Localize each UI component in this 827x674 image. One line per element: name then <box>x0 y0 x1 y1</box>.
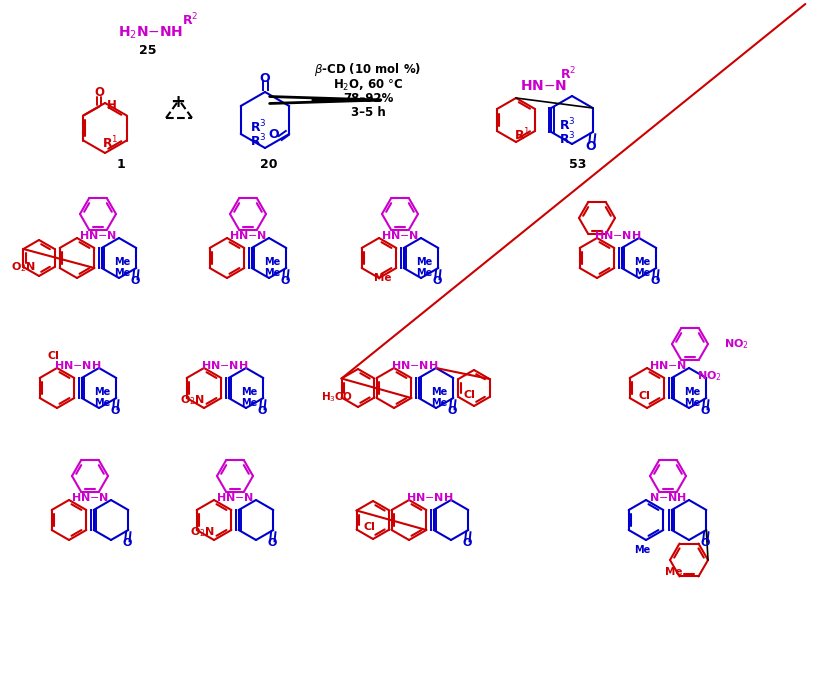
Text: HN$-$NH: HN$-$NH <box>55 359 102 371</box>
Text: R$^2$: R$^2$ <box>182 11 198 28</box>
Text: O: O <box>586 140 596 152</box>
Text: H$_2$N$-$NH: H$_2$N$-$NH <box>118 25 184 41</box>
Text: Me: Me <box>264 257 280 267</box>
Text: O: O <box>447 406 457 416</box>
Text: O: O <box>260 71 270 84</box>
Text: R$^3$: R$^3$ <box>251 119 267 135</box>
Text: Me: Me <box>416 268 432 278</box>
Text: N$-$NH: N$-$NH <box>649 491 687 503</box>
Text: NO$_2$: NO$_2$ <box>724 337 749 351</box>
Text: Cl: Cl <box>364 522 375 532</box>
Text: HN$-$N: HN$-$N <box>520 79 567 93</box>
Text: H$_3$CO: H$_3$CO <box>321 391 352 404</box>
Text: R$^3$: R$^3$ <box>559 131 576 148</box>
Text: Me: Me <box>665 567 683 577</box>
Text: O: O <box>280 276 290 286</box>
Text: Me: Me <box>416 257 432 267</box>
Text: O: O <box>433 276 442 286</box>
Text: 20: 20 <box>261 158 278 171</box>
Text: Me: Me <box>93 387 110 397</box>
Text: HN$-$N: HN$-$N <box>71 491 109 503</box>
Text: HN$-$NH: HN$-$NH <box>201 359 249 371</box>
Text: O: O <box>122 538 132 548</box>
Text: 1: 1 <box>117 158 126 171</box>
Text: 78–92%: 78–92% <box>343 92 393 106</box>
Text: O$_2$N: O$_2$N <box>180 393 205 407</box>
Text: HN$-$NH: HN$-$NH <box>406 491 454 503</box>
Text: 3–5 h: 3–5 h <box>351 106 385 119</box>
Text: Me: Me <box>633 545 650 555</box>
Text: HN$-$N: HN$-$N <box>79 229 117 241</box>
Text: $\beta$-CD (10 mol %): $\beta$-CD (10 mol %) <box>314 61 422 78</box>
Text: H$_2$O, 60 $\degree$C: H$_2$O, 60 $\degree$C <box>332 78 404 92</box>
Text: NO$_2$: NO$_2$ <box>697 369 723 383</box>
Text: Me: Me <box>113 268 130 278</box>
Text: Cl: Cl <box>464 390 476 400</box>
Text: Me: Me <box>264 268 280 278</box>
Text: Me: Me <box>431 387 447 397</box>
Text: O: O <box>94 86 104 99</box>
Text: O: O <box>700 406 710 416</box>
Text: Me: Me <box>684 387 700 397</box>
Text: O: O <box>651 276 660 286</box>
Text: R$^2$: R$^2$ <box>560 65 576 82</box>
Text: HN$-$N: HN$-$N <box>216 491 254 503</box>
Text: R$^3$: R$^3$ <box>559 117 576 133</box>
Text: Me: Me <box>684 398 700 408</box>
Text: HN$-$N: HN$-$N <box>381 229 419 241</box>
Text: O$_2$N: O$_2$N <box>190 525 215 539</box>
Text: HN$-$N: HN$-$N <box>649 359 687 371</box>
Text: Me: Me <box>633 257 650 267</box>
Text: O: O <box>268 127 279 140</box>
Text: 25: 25 <box>139 44 157 57</box>
Text: Me: Me <box>113 257 130 267</box>
Text: Me: Me <box>431 398 447 408</box>
Text: O: O <box>258 406 267 416</box>
Text: Cl: Cl <box>47 351 59 361</box>
Text: R$^1$: R$^1$ <box>103 135 119 152</box>
Text: 53: 53 <box>569 158 586 171</box>
Text: O: O <box>268 538 277 548</box>
Text: HN$-$N: HN$-$N <box>229 229 267 241</box>
Text: Me: Me <box>241 387 257 397</box>
Text: O: O <box>131 276 140 286</box>
Text: HN$-$NH: HN$-$NH <box>391 359 438 371</box>
Text: Me: Me <box>633 268 650 278</box>
Text: O$_2$N: O$_2$N <box>12 260 36 274</box>
Text: Me: Me <box>241 398 257 408</box>
Text: R$^3$: R$^3$ <box>251 133 267 150</box>
Text: R$^1$: R$^1$ <box>514 127 530 144</box>
Text: +: + <box>170 93 185 111</box>
Text: O: O <box>700 538 710 548</box>
Text: HN$-$NH: HN$-$NH <box>595 229 642 241</box>
Text: H: H <box>107 99 117 112</box>
Text: Cl: Cl <box>638 391 650 401</box>
Text: Me: Me <box>93 398 110 408</box>
Text: O: O <box>111 406 120 416</box>
Text: Me: Me <box>374 273 391 283</box>
Text: O: O <box>462 538 472 548</box>
